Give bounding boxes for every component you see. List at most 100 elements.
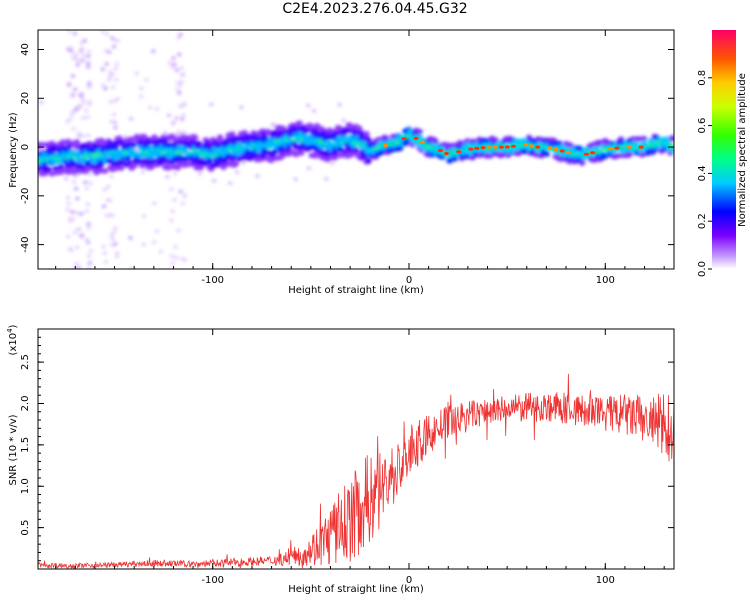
spectrogram-cell (626, 151, 633, 158)
colorbar-tick-label: 0.4 (697, 165, 708, 181)
spectrogram-noise (166, 113, 172, 118)
spectrogram-cell (352, 147, 360, 154)
snr-xlabel: Height of straight line (km) (288, 584, 424, 595)
spectrogram-noise (337, 102, 343, 107)
spectrogram-cell (151, 134, 158, 140)
spectrogram-peak (504, 145, 510, 149)
spectrogram-cell (640, 135, 648, 142)
spectrogram-noise (140, 170, 146, 175)
spectrogram-noise (197, 171, 203, 176)
spectrogram-noise (178, 189, 184, 194)
spectrogram-noise (112, 120, 118, 125)
spectrogram-noise (306, 166, 312, 171)
spectrogram-noise (74, 261, 80, 266)
spectrogram-noise (79, 234, 84, 239)
spectrogram-noise (109, 233, 114, 238)
spectrogram-noise (103, 259, 109, 264)
spectrogram-cell (365, 137, 372, 144)
spectrogram-peak (437, 148, 443, 153)
spectrogram-peak (529, 144, 535, 148)
spectrogram-blobs (38, 30, 674, 269)
spectrogram-noise (108, 99, 114, 104)
snr-multiplier-base: (x10 (8, 333, 19, 356)
spectrogram-cell (160, 158, 167, 164)
spectrogram-cell (397, 145, 404, 152)
spectrogram-cell (336, 146, 344, 153)
snr-series (38, 373, 674, 569)
spectrogram-noise (170, 209, 176, 214)
spectrogram-noise (63, 176, 69, 181)
spectrogram-ylabel: Frequency (Hz) (8, 112, 19, 188)
spectrogram-frame (37, 29, 675, 270)
spectrogram-cell (566, 142, 573, 148)
snr-xtick-label: 0 (406, 575, 412, 586)
spectrogram-noise (80, 134, 86, 139)
spectrogram-cell (298, 150, 305, 156)
spectrogram-noise (110, 237, 116, 241)
spectrogram-noise (173, 255, 179, 260)
spectrogram-noise (141, 214, 147, 219)
spectrogram-cell (128, 136, 135, 143)
colorbar-label: Normalized spectral amplitude (737, 73, 748, 227)
spectrogram-noise (180, 201, 186, 206)
spectrogram-cell (451, 156, 459, 162)
spectrogram-noise (171, 120, 177, 125)
spectrogram-noise (208, 102, 214, 107)
spectrogram-cell (197, 165, 204, 171)
spectrogram-cell (347, 134, 354, 141)
spectrogram-noise (150, 49, 156, 54)
spectrogram-cell (446, 157, 453, 164)
spectrogram-noise (69, 94, 75, 99)
snr-frame (37, 328, 675, 570)
spectrogram-noise (69, 210, 75, 215)
spectrogram-noise (114, 251, 120, 255)
spectrogram-noise (86, 266, 92, 269)
spectrogram-core (668, 144, 674, 149)
spectrogram-noise (114, 38, 119, 43)
spectrogram-noise (128, 116, 134, 121)
spectrogram-noise (85, 61, 91, 66)
spectrogram-noise (65, 234, 71, 239)
spectrogram-noise (111, 112, 117, 117)
spectrogram-peak (583, 152, 590, 156)
spectrogram-xtick-label: 0 (406, 275, 412, 286)
snr-xtick-label: 100 (596, 575, 615, 586)
spectrogram-cell (635, 136, 642, 142)
spectrogram-peak (535, 145, 541, 149)
spectrogram-noise (71, 126, 76, 131)
spectrogram-noise (87, 172, 92, 177)
spectrogram-noise (81, 53, 86, 58)
spectrogram-cell (117, 165, 125, 171)
spectrogram-peak (608, 147, 614, 151)
spectrogram-noise (182, 193, 188, 198)
spectrogram-noise (147, 105, 153, 110)
spectrogram-peak (419, 140, 425, 144)
spectrogram-peak (474, 146, 480, 150)
spectrogram-noise (101, 244, 106, 249)
snr-multiplier-exp: 4 (6, 328, 14, 333)
spectrogram-noise (80, 46, 85, 51)
spectrogram-noise (83, 108, 89, 113)
spectrogram-noise (144, 78, 149, 82)
spectrogram-noise (101, 204, 107, 209)
spectrogram-noise (174, 68, 180, 72)
spectrogram-cell (614, 153, 621, 159)
spectrogram-noise (169, 254, 175, 259)
spectrogram-noise (174, 115, 180, 120)
spectrogram-peak (413, 136, 419, 140)
spectrogram-noise (134, 71, 140, 76)
spectrogram-noise (154, 107, 160, 111)
spectrogram-noise (104, 32, 110, 36)
spectrogram-noise (65, 207, 71, 212)
spectrogram-noise (180, 113, 186, 118)
spectrogram-noise (78, 211, 84, 216)
spectrogram-cell (177, 139, 185, 146)
spectrogram-noise (88, 249, 94, 253)
spectrogram-cell (216, 134, 224, 141)
spectrogram-noise (75, 62, 81, 67)
spectrogram-noise (66, 201, 72, 206)
spectrogram-noise (82, 180, 88, 185)
spectrogram-noise (87, 84, 93, 89)
spectrogram-peak (468, 147, 474, 151)
